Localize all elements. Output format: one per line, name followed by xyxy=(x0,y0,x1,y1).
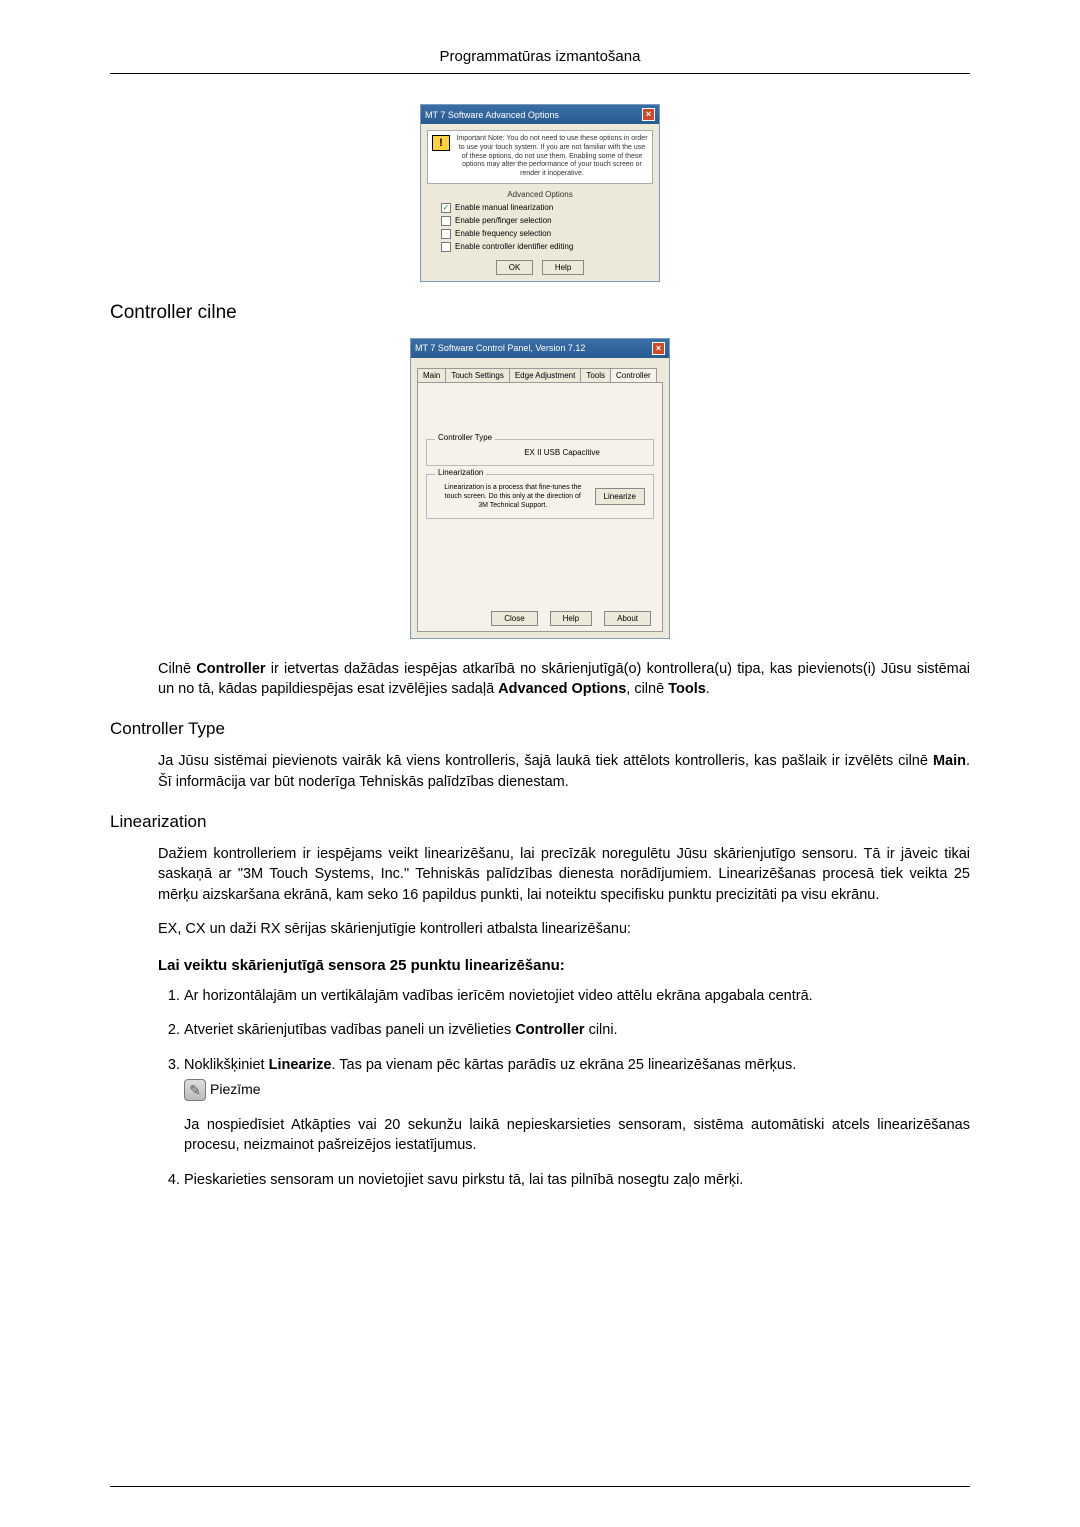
close-icon[interactable]: × xyxy=(642,108,655,121)
checkbox-row[interactable]: Enable controller identifier editing xyxy=(441,242,653,252)
section-controller-cilne: Controller cilne xyxy=(110,302,970,324)
checkbox-label: Enable pen/finger selection xyxy=(455,216,552,225)
help-button[interactable]: Help xyxy=(550,611,592,626)
steps-list: Pieskarieties sensoram un novietojiet sa… xyxy=(158,1170,970,1190)
dialog-title: MT 7 Software Advanced Options xyxy=(425,110,559,120)
tab-edge-adjustment[interactable]: Edge Adjustment xyxy=(509,368,581,382)
about-button[interactable]: About xyxy=(604,611,651,626)
page-header: Programmatūras izmantošana xyxy=(110,48,970,74)
paragraph: Dažiem kontrolleriem ir iespējams veikt … xyxy=(158,844,970,905)
steps-heading: Lai veiktu skārienjutīgā sensora 25 punk… xyxy=(158,957,970,974)
close-icon[interactable]: × xyxy=(652,342,665,355)
list-item: Atveriet skārienjutības vadības paneli u… xyxy=(184,1020,970,1040)
linearization-label: Linearization xyxy=(435,468,486,477)
dialog-title: MT 7 Software Control Panel, Version 7.1… xyxy=(415,343,585,353)
linearization-text: Linearization is a process that fine-tun… xyxy=(439,483,587,510)
text: Ja Jūsu sistēmai pievienots vairāk kā vi… xyxy=(158,753,933,769)
dialog-titlebar: MT 7 Software Advanced Options × xyxy=(421,105,659,124)
list-item: Ar horizontālajām un vertikālajām vadība… xyxy=(184,986,970,1006)
text-bold: Linearize xyxy=(269,1057,332,1073)
checkbox-icon[interactable] xyxy=(441,229,451,239)
controller-type-label: Controller Type xyxy=(435,433,495,442)
tab-touch-settings[interactable]: Touch Settings xyxy=(445,368,509,382)
checkbox-row[interactable]: Enable pen/finger selection xyxy=(441,216,653,226)
linearize-button[interactable]: Linearize xyxy=(595,488,645,505)
note-text: Ja nospiedīsiet Atkāpties vai 20 sekunžu… xyxy=(184,1115,970,1156)
paragraph: Ja Jūsu sistēmai pievienots vairāk kā vi… xyxy=(158,751,970,792)
text: cilni. xyxy=(585,1022,618,1038)
checkbox-row[interactable]: ✓ Enable manual linearization xyxy=(441,203,653,213)
text: . Tas pa vienam pēc kārtas parādīs uz ek… xyxy=(331,1057,796,1073)
checkbox-label: Enable manual linearization xyxy=(455,203,553,212)
checkbox-label: Enable controller identifier editing xyxy=(455,242,573,251)
list-item: Pieskarieties sensoram un novietojiet sa… xyxy=(184,1170,970,1190)
text: Cilnē xyxy=(158,661,196,677)
section-controller-type: Controller Type xyxy=(110,719,970,739)
controller-type-group: Controller Type EX II USB Capacitive xyxy=(426,439,654,466)
list-item: Noklikšķiniet Linearize. Tas pa vienam p… xyxy=(184,1055,970,1101)
text: , cilnē xyxy=(626,681,668,697)
paragraph: Cilnē Controller ir ietvertas dažādas ie… xyxy=(158,659,970,700)
note-row: ✎ Piezīme xyxy=(184,1079,970,1101)
dialog-titlebar: MT 7 Software Control Panel, Version 7.1… xyxy=(411,339,669,358)
help-button[interactable]: Help xyxy=(542,260,584,275)
controller-type-value: EX II USB Capacitive xyxy=(479,448,645,457)
text: Pieskarieties sensoram un novietojiet sa… xyxy=(184,1172,743,1188)
text: Noklikšķiniet xyxy=(184,1057,269,1073)
text-bold: Main xyxy=(933,753,966,769)
tab-controller[interactable]: Controller xyxy=(610,368,657,382)
advanced-options-dialog: MT 7 Software Advanced Options × ! Impor… xyxy=(420,104,660,282)
warning-box: ! Important Note: You do not need to use… xyxy=(427,130,653,184)
footer-rule xyxy=(110,1486,970,1487)
text: Ar horizontālajām un vertikālajām vadība… xyxy=(184,988,813,1004)
checkbox-icon[interactable]: ✓ xyxy=(441,203,451,213)
control-panel-dialog: MT 7 Software Control Panel, Version 7.1… xyxy=(410,338,670,639)
warning-text: Important Note: You do not need to use t… xyxy=(456,135,648,179)
tab-panel: Controller Type EX II USB Capacitive Lin… xyxy=(417,382,663,632)
checkbox-icon[interactable] xyxy=(441,216,451,226)
paragraph: EX, CX un daži RX sērijas skārienjutīgie… xyxy=(158,919,970,939)
note-label: Piezīme xyxy=(210,1080,261,1100)
steps-list: Ar horizontālajām un vertikālajām vadība… xyxy=(158,986,970,1101)
text-bold: Tools xyxy=(668,681,706,697)
warning-icon: ! xyxy=(432,135,450,151)
text-bold: Controller xyxy=(515,1022,584,1038)
text-bold: Controller xyxy=(196,661,265,677)
checkbox-label: Enable frequency selection xyxy=(455,229,551,238)
text: . xyxy=(706,681,710,697)
tab-tools[interactable]: Tools xyxy=(580,368,611,382)
text: Atveriet skārienjutības vadības paneli u… xyxy=(184,1022,515,1038)
linearization-group: Linearization Linearization is a process… xyxy=(426,474,654,519)
close-button[interactable]: Close xyxy=(491,611,537,626)
section-linearization: Linearization xyxy=(110,812,970,832)
tab-bar: Main Touch Settings Edge Adjustment Tool… xyxy=(417,368,663,382)
advanced-options-label: Advanced Options xyxy=(427,190,653,199)
text-bold: Advanced Options xyxy=(498,681,626,697)
ok-button[interactable]: OK xyxy=(496,260,534,275)
tab-main[interactable]: Main xyxy=(417,368,446,382)
note-icon: ✎ xyxy=(184,1079,206,1101)
checkbox-icon[interactable] xyxy=(441,242,451,252)
checkbox-row[interactable]: Enable frequency selection xyxy=(441,229,653,239)
